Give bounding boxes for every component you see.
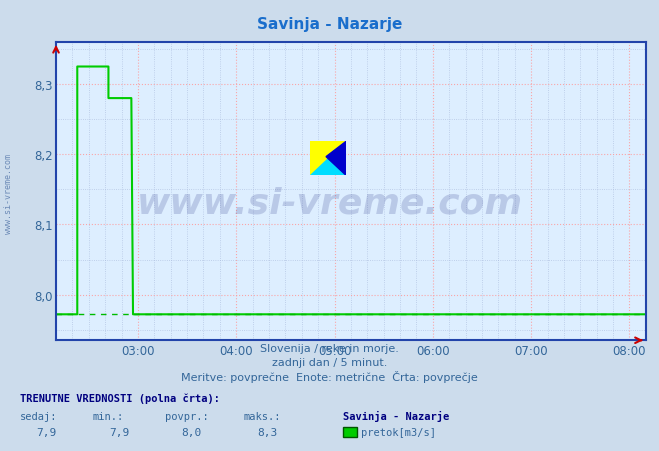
Polygon shape	[310, 142, 346, 176]
Text: pretok[m3/s]: pretok[m3/s]	[361, 427, 436, 437]
Text: Slovenija / reke in morje.: Slovenija / reke in morje.	[260, 343, 399, 353]
Text: maks.:: maks.:	[244, 411, 281, 421]
Text: Meritve: povprečne  Enote: metrične  Črta: povprečje: Meritve: povprečne Enote: metrične Črta:…	[181, 370, 478, 382]
Text: Savinja - Nazarje: Savinja - Nazarje	[343, 410, 449, 421]
Text: sedaj:: sedaj:	[20, 411, 57, 421]
Polygon shape	[326, 142, 346, 176]
Text: www.si-vreme.com: www.si-vreme.com	[136, 186, 523, 220]
Text: min.:: min.:	[92, 411, 123, 421]
Text: 8,0: 8,0	[181, 427, 202, 437]
Text: TRENUTNE VREDNOSTI (polna črta):: TRENUTNE VREDNOSTI (polna črta):	[20, 392, 219, 403]
Text: www.si-vreme.com: www.si-vreme.com	[4, 154, 13, 234]
Text: 7,9: 7,9	[36, 427, 57, 437]
Polygon shape	[310, 142, 346, 176]
Text: zadnji dan / 5 minut.: zadnji dan / 5 minut.	[272, 358, 387, 368]
Text: povpr.:: povpr.:	[165, 411, 208, 421]
Text: 8,3: 8,3	[257, 427, 277, 437]
Text: Savinja - Nazarje: Savinja - Nazarje	[257, 17, 402, 32]
Text: 7,9: 7,9	[109, 427, 129, 437]
